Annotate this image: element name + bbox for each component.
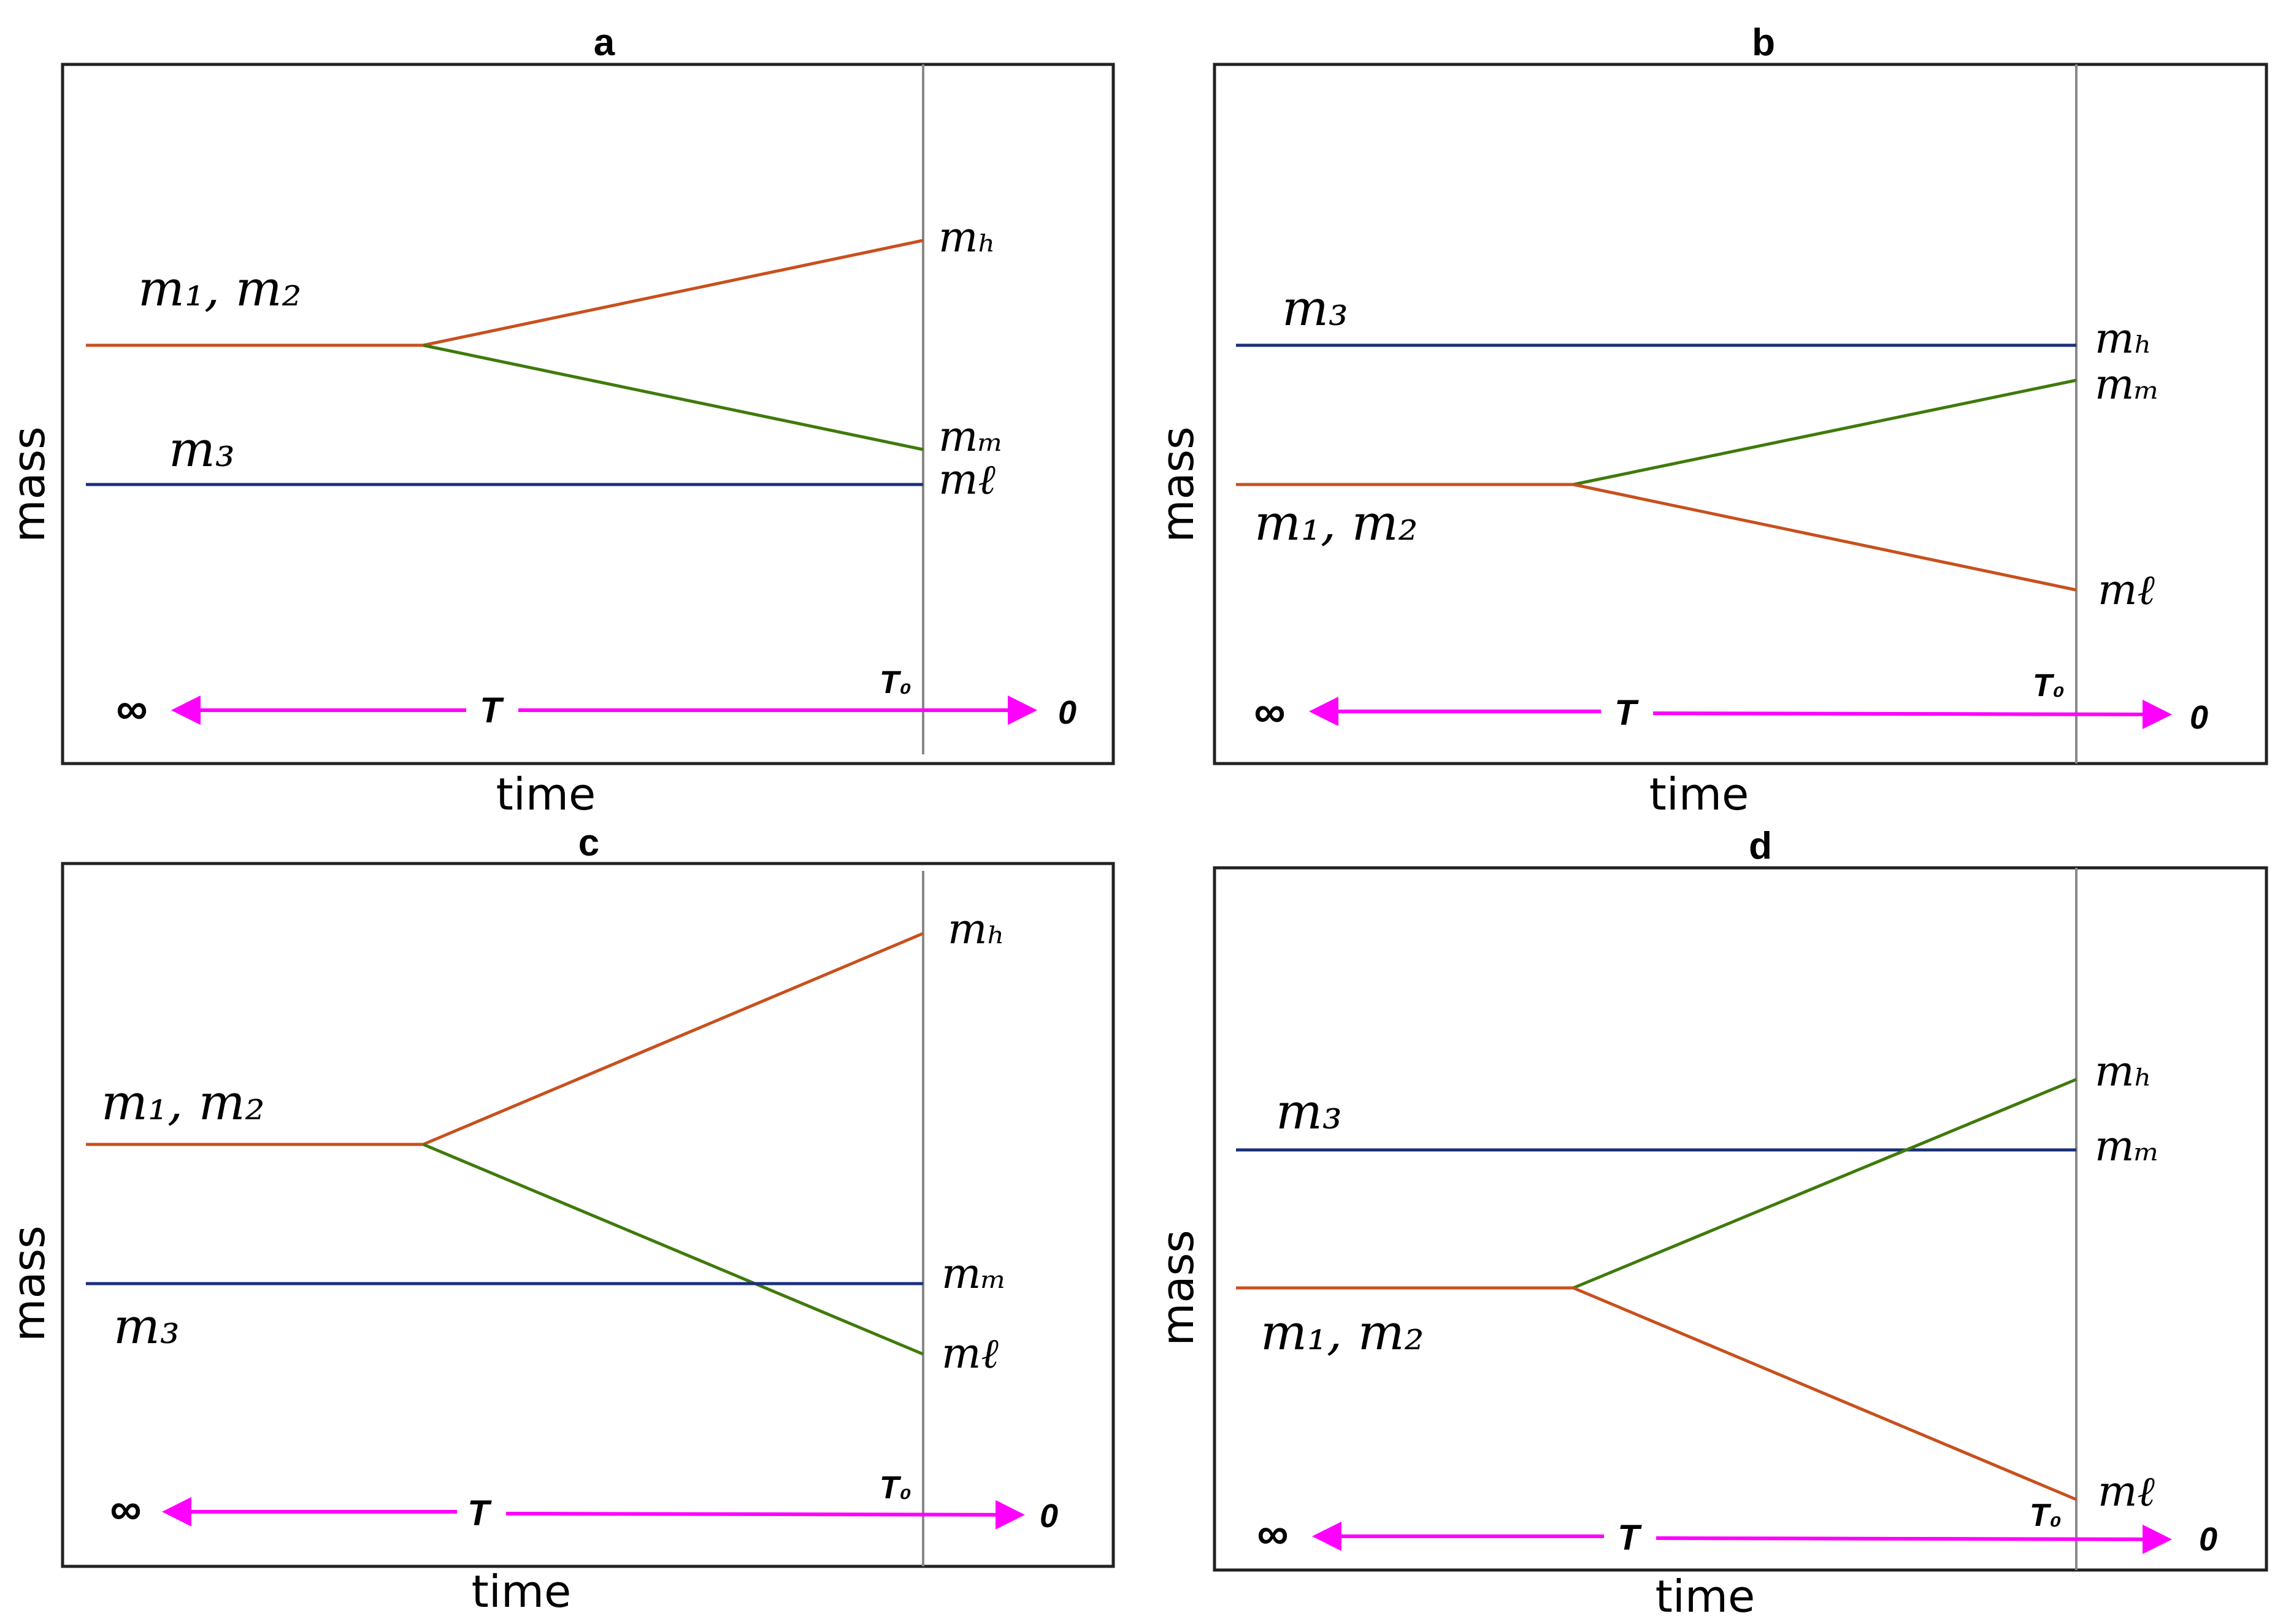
mh-label: mₕ — [2095, 315, 2152, 363]
y-axis-label: mass — [1152, 426, 1203, 542]
zero-label: 0 — [2190, 699, 2208, 736]
T0-label: T₀ — [2033, 668, 2065, 703]
T-label: T — [1614, 693, 1639, 733]
panel-frame — [61, 862, 1115, 1568]
panel-a: a m₁, m₂ m₃ mₕ mₘ mℓ ∞ T T₀ 0 mass time — [3, 21, 1115, 820]
panel-frame — [61, 63, 1115, 765]
infinity-label: ∞ — [110, 1485, 141, 1534]
y-axis-label: mass — [3, 426, 55, 542]
T-label: T — [467, 1493, 492, 1533]
mh-branch — [1573, 1078, 2077, 1290]
arrow-to-zero — [1652, 699, 2172, 729]
mm-branch — [1573, 378, 2077, 486]
panel-c: c m₁, m₂ m₃ mₕ mₘ mℓ ∞ T T₀ 0 mass time — [3, 822, 1115, 1617]
T0-label: T₀ — [880, 665, 911, 700]
y-axis-label: mass — [3, 1225, 55, 1341]
panel-b: b m₃ m₁, m₂ mₕ mₘ mℓ ∞ T T₀ 0 mass time — [1152, 21, 2268, 820]
T0-label: T₀ — [880, 1470, 911, 1506]
ml-branch — [423, 1143, 924, 1356]
group-label: m₁, m₂ — [1254, 494, 1418, 551]
ml-branch — [1573, 1286, 2077, 1501]
ml-label: mℓ — [938, 456, 996, 504]
single-label: m₃ — [1282, 280, 1348, 337]
zero-label: 0 — [1058, 694, 1076, 731]
x-axis-label: time — [1649, 768, 1749, 820]
zero-label: 0 — [2199, 1521, 2217, 1558]
T-label: T — [480, 691, 504, 730]
y-axis-label: mass — [1152, 1230, 1203, 1346]
panel-frame — [1213, 866, 2268, 1572]
single-label: m₃ — [169, 421, 235, 478]
x-axis-label: time — [496, 768, 596, 820]
mh-label: mₕ — [948, 905, 1005, 954]
ml-label: mℓ — [2098, 566, 2155, 615]
mh-label: mₕ — [938, 213, 996, 262]
ml-branch — [1573, 483, 2077, 592]
zero-label: 0 — [1040, 1498, 1058, 1534]
mm-label: mₘ — [2095, 361, 2160, 409]
panel-title: d — [1749, 825, 1772, 867]
panel-title: b — [1752, 21, 1775, 64]
mm-branch — [423, 343, 924, 451]
T0-label: T₀ — [2030, 1498, 2062, 1533]
mm-label: mₘ — [2095, 1122, 2160, 1171]
infinity-label: ∞ — [116, 684, 147, 733]
mh-branch — [423, 239, 924, 347]
ml-label: mℓ — [942, 1330, 999, 1378]
x-axis-label: time — [1656, 1571, 1755, 1622]
x-axis-label: time — [472, 1566, 572, 1617]
group-label: m₁, m₂ — [1260, 1304, 1424, 1361]
panel-title: c — [578, 822, 599, 864]
infinity-label: ∞ — [1257, 1509, 1288, 1558]
mh-branch — [423, 932, 924, 1146]
single-label: m₃ — [113, 1298, 180, 1355]
arrow-to-zero — [1656, 1524, 2172, 1554]
panel-title: a — [594, 21, 615, 64]
ml-label: mℓ — [2098, 1468, 2155, 1516]
group-label: m₁, m₂ — [138, 260, 302, 317]
infinity-label: ∞ — [1254, 688, 1285, 737]
mm-label: mₘ — [938, 413, 1003, 461]
group-label: m₁, m₂ — [101, 1074, 265, 1131]
single-label: m₃ — [1276, 1083, 1342, 1140]
mm-label: mₘ — [942, 1250, 1007, 1298]
mh-label: mₕ — [2095, 1048, 2152, 1096]
arrow-to-zero — [505, 1500, 1025, 1530]
panel-frame — [1213, 63, 2268, 765]
panel-d: d m₃ m₁, m₂ mₕ mₘ mℓ ∞ T T₀ 0 mass time — [1152, 825, 2268, 1622]
T-label: T — [1617, 1518, 1642, 1558]
